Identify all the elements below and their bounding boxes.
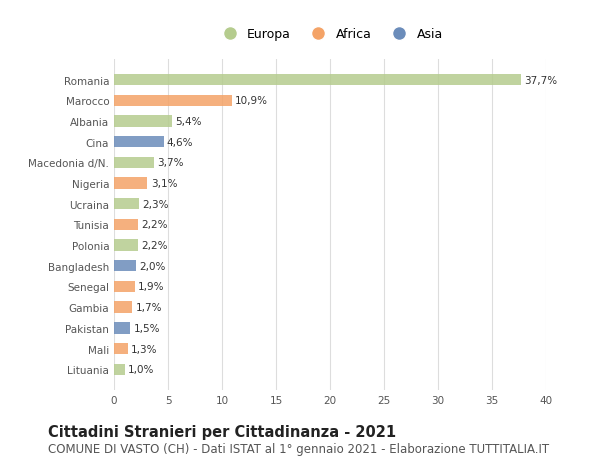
Text: COMUNE DI VASTO (CH) - Dati ISTAT al 1° gennaio 2021 - Elaborazione TUTTITALIA.I: COMUNE DI VASTO (CH) - Dati ISTAT al 1° … [48,442,549,454]
Bar [114,178,148,189]
Bar [114,157,154,168]
Text: 37,7%: 37,7% [524,75,557,85]
Bar [114,364,125,375]
Bar [114,137,164,148]
Bar [114,302,133,313]
Text: 1,3%: 1,3% [131,344,158,354]
Text: 1,5%: 1,5% [133,323,160,333]
Bar [114,343,128,354]
Text: 3,7%: 3,7% [157,158,184,168]
Text: Cittadini Stranieri per Cittadinanza - 2021: Cittadini Stranieri per Cittadinanza - 2… [48,425,396,440]
Text: 1,7%: 1,7% [136,302,162,313]
Bar [114,95,232,106]
Text: 1,0%: 1,0% [128,364,154,375]
Text: 2,3%: 2,3% [142,199,169,209]
Bar [114,75,521,86]
Text: 3,1%: 3,1% [151,179,177,189]
Text: 10,9%: 10,9% [235,96,268,106]
Legend: Europa, Africa, Asia: Europa, Africa, Asia [212,23,448,46]
Bar [114,199,139,210]
Bar [114,116,172,127]
Text: 5,4%: 5,4% [176,117,202,127]
Bar [114,281,134,292]
Bar [114,261,136,272]
Text: 1,9%: 1,9% [138,282,164,292]
Text: 2,2%: 2,2% [141,220,167,230]
Text: 4,6%: 4,6% [167,137,193,147]
Bar [114,219,138,230]
Text: 2,2%: 2,2% [141,241,167,251]
Bar [114,240,138,251]
Bar [114,323,130,334]
Text: 2,0%: 2,0% [139,261,165,271]
